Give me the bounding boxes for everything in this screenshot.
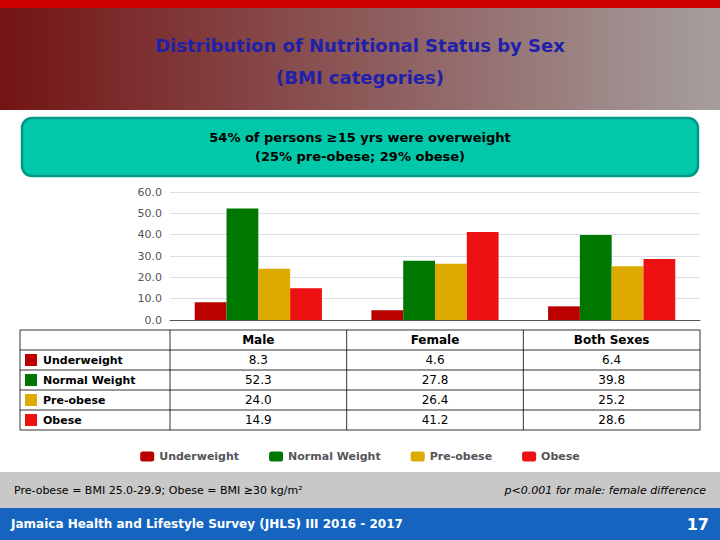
svg-text:54% of persons ≥15 yrs were ov: 54% of persons ≥15 yrs were overweight	[209, 130, 510, 145]
svg-text:10.0: 10.0	[138, 292, 163, 305]
svg-text:Normal Weight: Normal Weight	[43, 374, 136, 387]
svg-text:Pre-obese: Pre-obese	[43, 394, 105, 407]
svg-text:26.4: 26.4	[422, 393, 449, 407]
svg-text:Pre-obese: Pre-obese	[430, 450, 492, 463]
svg-text:Normal Weight: Normal Weight	[288, 450, 381, 463]
svg-text:25.2: 25.2	[598, 393, 625, 407]
svg-text:Both Sexes: Both Sexes	[574, 333, 650, 347]
svg-text:Male: Male	[242, 333, 274, 347]
svg-text:40.0: 40.0	[138, 228, 163, 241]
svg-text:0.0: 0.0	[145, 314, 163, 327]
svg-text:20.0: 20.0	[138, 271, 163, 284]
svg-text:(BMI categories): (BMI categories)	[276, 67, 444, 88]
svg-text:Female: Female	[411, 333, 460, 347]
svg-text:Underweight: Underweight	[43, 354, 123, 367]
svg-text:41.2: 41.2	[422, 413, 449, 427]
svg-text:28.6: 28.6	[598, 413, 625, 427]
svg-text:(25% pre-obese; 29% obese): (25% pre-obese; 29% obese)	[255, 149, 465, 164]
svg-text:Distribution of Nutritional St: Distribution of Nutritional Status by Se…	[155, 35, 565, 56]
svg-text:52.3: 52.3	[245, 373, 272, 387]
svg-text:8.3: 8.3	[249, 353, 268, 367]
svg-text:24.0: 24.0	[245, 393, 272, 407]
svg-text:30.0: 30.0	[138, 250, 163, 263]
svg-text:Pre-obese = BMI 25.0-29.9; Obe: Pre-obese = BMI 25.0-29.9; Obese = BMI ≥…	[14, 484, 303, 497]
svg-text:Obese: Obese	[541, 450, 580, 463]
svg-text:p<0.001 for male: female diffe: p<0.001 for male: female difference	[503, 484, 706, 497]
svg-text:6.4: 6.4	[602, 353, 621, 367]
svg-text:17: 17	[687, 515, 709, 534]
svg-text:60.0: 60.0	[138, 186, 163, 199]
svg-text:Underweight: Underweight	[159, 450, 239, 463]
svg-text:Obese: Obese	[43, 414, 82, 427]
svg-text:14.9: 14.9	[245, 413, 272, 427]
svg-text:27.8: 27.8	[422, 373, 449, 387]
svg-text:Jamaica Health and Lifestyle S: Jamaica Health and Lifestyle Survey (JHL…	[10, 517, 403, 531]
svg-text:50.0: 50.0	[138, 207, 163, 220]
svg-text:39.8: 39.8	[598, 373, 625, 387]
svg-text:4.6: 4.6	[425, 353, 444, 367]
